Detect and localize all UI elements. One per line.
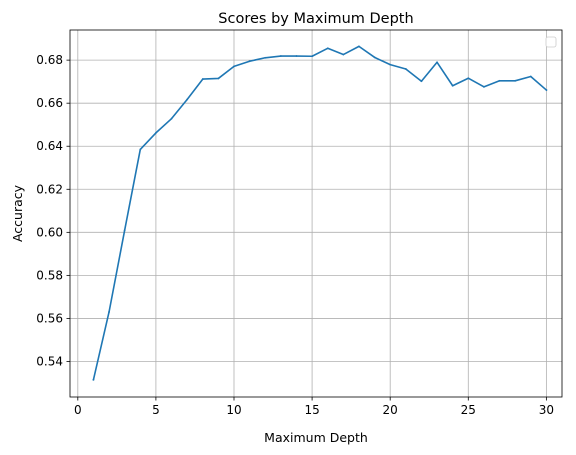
data-point — [358, 45, 360, 48]
data-point — [483, 85, 485, 88]
y-tick-label: 0.60 — [36, 225, 63, 239]
data-point — [514, 79, 517, 82]
y-tick-label: 0.66 — [36, 96, 63, 110]
data-point — [295, 55, 298, 57]
data-point — [436, 61, 438, 64]
data-point — [498, 79, 501, 82]
data-point — [404, 68, 407, 70]
x-tick-label: 5 — [152, 403, 160, 417]
data-point — [186, 98, 189, 101]
accuracy-line — [92, 45, 548, 381]
x-tick-label: 20 — [383, 403, 398, 417]
data-point — [420, 80, 423, 83]
data-point — [201, 78, 204, 80]
x-tick-label: 25 — [461, 403, 476, 417]
data-point — [123, 229, 126, 232]
x-tick-label: 15 — [304, 403, 319, 417]
x-tick-label: 0 — [74, 403, 82, 417]
data-point — [155, 131, 157, 134]
x-tick-label: 30 — [539, 403, 554, 417]
y-tick-label: 0.54 — [36, 354, 63, 368]
y-tick-label: 0.62 — [36, 182, 63, 196]
data-point — [139, 148, 142, 151]
grid-lines — [70, 30, 562, 397]
plot-frame — [69, 29, 563, 398]
data-point — [389, 63, 392, 66]
data-point — [311, 55, 313, 58]
data-point — [248, 60, 251, 63]
data-point — [170, 117, 173, 120]
data-point — [92, 378, 95, 381]
x-tick-label: 10 — [226, 403, 241, 417]
data-point — [217, 77, 220, 80]
y-tick-label: 0.58 — [36, 268, 63, 282]
series-group — [92, 45, 548, 381]
y-axis-label: Accuracy — [10, 184, 25, 242]
y-tick-label: 0.64 — [36, 139, 63, 153]
data-point — [467, 77, 470, 80]
data-point — [529, 75, 532, 78]
data-point — [373, 56, 376, 59]
data-point — [326, 47, 329, 50]
data-point — [451, 84, 454, 87]
data-point — [545, 89, 548, 91]
data-point — [264, 56, 267, 59]
chart-title: Scores by Maximum Depth — [218, 11, 413, 27]
data-point — [108, 311, 110, 313]
legend-box — [545, 36, 557, 48]
axes: 0 5 10 15 20 25 30 0.54 0.56 0.58 0.60 0.62 0.64 0.66… — [36, 29, 563, 417]
data-point — [342, 53, 345, 56]
data-point — [233, 65, 235, 68]
y-tick-label: 0.56 — [36, 311, 63, 325]
x-axis-label: Maximum Depth — [264, 430, 368, 445]
y-tick-label: 0.68 — [36, 53, 63, 67]
data-point — [279, 55, 282, 57]
